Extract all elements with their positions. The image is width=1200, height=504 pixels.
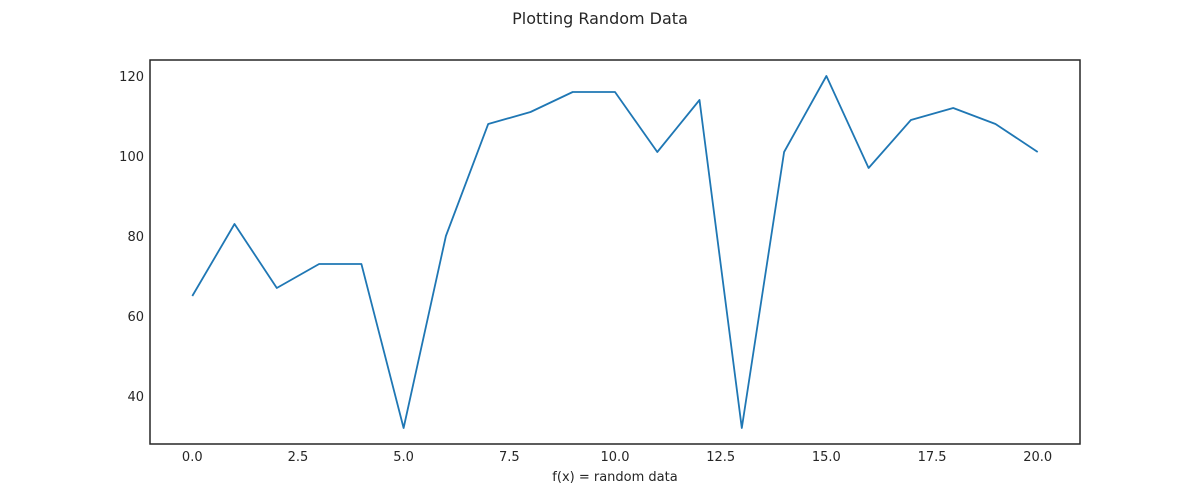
chart-title: Plotting Random Data bbox=[512, 9, 688, 28]
data-point bbox=[445, 236, 446, 237]
data-point bbox=[784, 152, 785, 153]
data-point bbox=[615, 92, 616, 93]
x-tick-label: 15.0 bbox=[812, 450, 841, 465]
data-point bbox=[826, 76, 827, 77]
data-point bbox=[276, 288, 277, 289]
data-point bbox=[192, 296, 193, 297]
x-axis-ticks: 0.0 2.5 5.0 7.5 10.0 12.5 15.0 17.5 20.0 bbox=[182, 450, 1052, 465]
y-tick-label: 80 bbox=[127, 230, 144, 245]
x-tick-label: 5.0 bbox=[393, 450, 414, 465]
data-point bbox=[319, 264, 320, 265]
data-point bbox=[910, 120, 911, 121]
data-point bbox=[699, 100, 700, 101]
series-line-0 bbox=[191, 75, 1039, 429]
x-tick-label: 7.5 bbox=[499, 450, 520, 465]
data-point bbox=[953, 108, 954, 109]
y-axis-ticks: 40 60 80 100 120 bbox=[119, 70, 144, 405]
x-tick-label: 12.5 bbox=[706, 450, 735, 465]
y-tick-label: 120 bbox=[119, 70, 144, 85]
data-point bbox=[995, 124, 996, 125]
data-point bbox=[234, 224, 235, 225]
data-point bbox=[1037, 152, 1038, 153]
data-point bbox=[403, 428, 404, 429]
data-point bbox=[530, 112, 531, 113]
y-tick-label: 60 bbox=[127, 310, 144, 325]
x-tick-label: 0.0 bbox=[182, 450, 203, 465]
data-point bbox=[488, 124, 489, 125]
x-axis-label: f(x) = random data bbox=[552, 470, 677, 485]
y-tick-label: 100 bbox=[119, 150, 144, 165]
x-tick-label: 10.0 bbox=[601, 450, 630, 465]
plot-area-frame bbox=[149, 59, 1081, 445]
series-layer bbox=[191, 75, 1039, 429]
x-tick-label: 17.5 bbox=[918, 450, 947, 465]
data-point bbox=[657, 152, 658, 153]
data-point bbox=[868, 168, 869, 169]
x-tick-label: 20.0 bbox=[1023, 450, 1052, 465]
x-tick-label: 2.5 bbox=[288, 450, 309, 465]
y-tick-label: 40 bbox=[127, 390, 144, 405]
data-point bbox=[572, 92, 573, 93]
data-point bbox=[741, 428, 742, 429]
data-point bbox=[361, 264, 362, 265]
